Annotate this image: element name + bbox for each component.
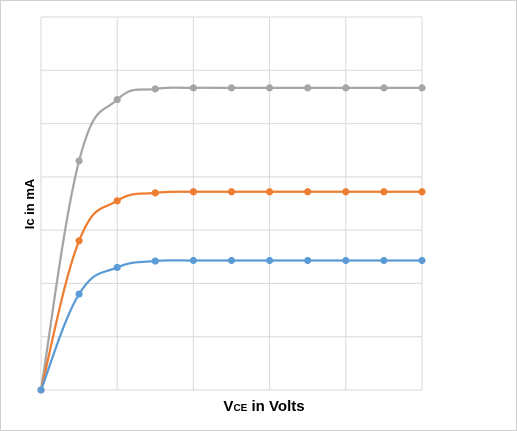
series-0-point-2 <box>113 95 121 104</box>
series-0-point-4 <box>189 84 197 92</box>
series-0-point-1 <box>75 157 83 165</box>
series-2-point-4 <box>189 256 197 265</box>
series-1-point-7 <box>304 188 312 196</box>
x-axis-title-subscript: CE <box>233 403 247 414</box>
series-0-point-3 <box>151 85 159 93</box>
series-2-point-8 <box>342 256 350 265</box>
series-1-point-3 <box>151 189 159 197</box>
x-axis-title-main: V <box>223 398 233 415</box>
y-axis-title: Ic in mA <box>22 178 37 229</box>
series-0-point-10 <box>418 84 426 92</box>
series-0-point-5 <box>227 84 236 92</box>
series-2-point-3 <box>151 257 159 265</box>
series-2-point-7 <box>304 256 312 265</box>
x-axis-title-rest: in Volts <box>247 398 304 415</box>
series-1-point-5 <box>227 188 236 196</box>
series-2-point-0 <box>37 386 45 394</box>
series-2-point-5 <box>227 256 236 265</box>
series-layer <box>37 84 426 394</box>
series-2-point-6 <box>266 256 274 265</box>
series-line-2 <box>39 259 422 391</box>
series-1-point-8 <box>342 188 350 196</box>
series-1-point-2 <box>113 197 121 205</box>
series-1-point-6 <box>266 188 274 196</box>
series-2-point-2 <box>113 263 121 272</box>
series-1-point-1 <box>75 237 83 245</box>
series-2-point-9 <box>380 256 388 265</box>
series-0-point-6 <box>266 84 274 92</box>
series-2-point-10 <box>418 256 426 265</box>
x-axis-title: VCE in Volts <box>223 398 304 415</box>
series-1-point-10 <box>418 188 426 196</box>
series-line-0 <box>39 86 422 391</box>
series-2-point-1 <box>75 290 83 298</box>
series-0-point-9 <box>380 84 388 92</box>
series-1-point-4 <box>189 188 197 196</box>
series-0-point-7 <box>304 84 312 92</box>
grid-lines <box>40 16 423 391</box>
series-line-1 <box>39 190 422 391</box>
series-0-point-8 <box>342 84 350 92</box>
series-1-point-9 <box>380 188 388 196</box>
